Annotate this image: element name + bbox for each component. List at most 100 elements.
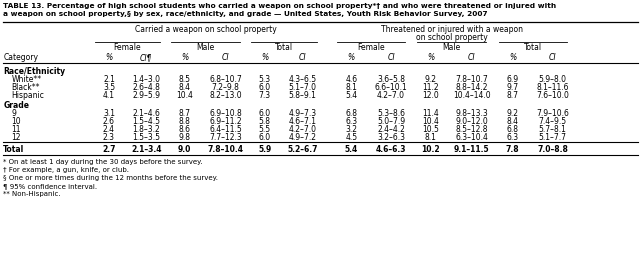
Text: 1.4–3.0: 1.4–3.0 [132,75,160,84]
Text: † For example, a gun, knife, or club.: † For example, a gun, knife, or club. [3,167,129,173]
Text: Total: Total [524,43,542,52]
Text: 2.4–4.2: 2.4–4.2 [377,125,405,134]
Text: CI: CI [222,53,229,62]
Text: 7.9–10.6: 7.9–10.6 [536,109,569,118]
Text: 4.6–6.3: 4.6–6.3 [376,145,406,154]
Text: 5.9: 5.9 [258,145,271,154]
Text: 6.3: 6.3 [345,117,357,126]
Text: 10: 10 [12,117,21,126]
Text: 2.7: 2.7 [102,145,116,154]
Text: White**: White** [12,75,42,84]
Text: 6.3–10.4: 6.3–10.4 [455,133,488,142]
Text: 8.8: 8.8 [179,117,190,126]
Text: 9.1–11.5: 9.1–11.5 [454,145,490,154]
Text: 2.4: 2.4 [103,125,115,134]
Text: 5.9–8.0: 5.9–8.0 [538,75,567,84]
Text: ¶ 95% confidence interval.: ¶ 95% confidence interval. [3,183,97,189]
Text: 9.2: 9.2 [425,75,437,84]
Text: 2.6: 2.6 [103,117,115,126]
Text: 2.1–4.6: 2.1–4.6 [132,109,160,118]
Text: 9.0: 9.0 [178,145,191,154]
Text: Category: Category [3,53,38,62]
Text: 7.0–8.8: 7.0–8.8 [537,145,568,154]
Text: 8.8–14.2: 8.8–14.2 [456,83,488,92]
Text: 6.0: 6.0 [259,133,271,142]
Text: 5.5: 5.5 [259,125,271,134]
Text: 9.8: 9.8 [179,133,190,142]
Text: Grade: Grade [3,101,29,110]
Text: Male: Male [196,43,214,52]
Text: 11.4: 11.4 [422,109,439,118]
Text: 2.1: 2.1 [103,75,115,84]
Text: a weapon on school property,§ by sex, race/ethnicity, and grade — United States,: a weapon on school property,§ by sex, ra… [3,11,488,17]
Text: 4.6: 4.6 [345,75,357,84]
Text: 9.7: 9.7 [507,83,519,92]
Text: 5.8: 5.8 [259,117,271,126]
Text: 7.8–10.4: 7.8–10.4 [208,145,244,154]
Text: 4.9–7.3: 4.9–7.3 [288,109,317,118]
Text: 2.1–3.4: 2.1–3.4 [131,145,162,154]
Text: 3.2–6.3: 3.2–6.3 [377,133,405,142]
Text: 7.7–12.3: 7.7–12.3 [209,133,242,142]
Text: 4.3–6.5: 4.3–6.5 [288,75,317,84]
Text: 5.3–8.6: 5.3–8.6 [377,109,405,118]
Text: 3.6–5.8: 3.6–5.8 [377,75,405,84]
Text: 5.1–7.7: 5.1–7.7 [538,133,567,142]
Text: ** Non-Hispanic.: ** Non-Hispanic. [3,191,61,197]
Text: %: % [261,53,269,62]
Text: 3.5: 3.5 [103,83,115,92]
Text: 7.8: 7.8 [506,145,520,154]
Text: 9: 9 [12,109,17,118]
Text: 6.0: 6.0 [259,83,271,92]
Text: 8.7: 8.7 [179,109,190,118]
Text: 5.7–8.1: 5.7–8.1 [538,125,567,134]
Text: Race/Ethnicity: Race/Ethnicity [3,67,65,76]
Text: 5.0–7.9: 5.0–7.9 [377,117,405,126]
Text: CI: CI [468,53,476,62]
Text: 7.8–10.7: 7.8–10.7 [455,75,488,84]
Text: Hispanic: Hispanic [12,91,44,100]
Text: 3.2: 3.2 [345,125,357,134]
Text: 8.4: 8.4 [179,83,190,92]
Text: 9.8–13.3: 9.8–13.3 [455,109,488,118]
Text: 2.3: 2.3 [103,133,115,142]
Text: 12.0: 12.0 [422,91,439,100]
Text: 4.2–7.0: 4.2–7.0 [377,91,405,100]
Text: 10.4: 10.4 [422,117,439,126]
Text: 4.2–7.0: 4.2–7.0 [288,125,317,134]
Text: 8.5: 8.5 [179,75,190,84]
Text: CI: CI [387,53,395,62]
Text: %: % [105,53,113,62]
Text: 8.1: 8.1 [425,133,437,142]
Text: Carried a weapon on school property: Carried a weapon on school property [135,25,277,34]
Text: Total: Total [3,145,24,154]
Text: 10.4: 10.4 [176,91,193,100]
Text: 6.3: 6.3 [507,133,519,142]
Text: 1.5–3.5: 1.5–3.5 [132,133,160,142]
Text: 6.9–10.8: 6.9–10.8 [209,109,242,118]
Text: 1.5–4.5: 1.5–4.5 [132,117,160,126]
Text: 8.1–11.6: 8.1–11.6 [537,83,569,92]
Text: 6.4–11.5: 6.4–11.5 [209,125,242,134]
Text: 5.4: 5.4 [345,145,358,154]
Text: 8.1: 8.1 [345,83,357,92]
Text: 6.0: 6.0 [259,109,271,118]
Text: 6.8: 6.8 [507,125,519,134]
Text: 4.9–7.2: 4.9–7.2 [288,133,317,142]
Text: %: % [181,53,188,62]
Text: Total: Total [274,43,293,52]
Text: TABLE 13. Percentage of high school students who carried a weapon on school prop: TABLE 13. Percentage of high school stud… [3,3,556,9]
Text: 1.8–3.2: 1.8–3.2 [132,125,160,134]
Text: 8.5–12.8: 8.5–12.8 [456,125,488,134]
Text: 3.1: 3.1 [103,109,115,118]
Text: Threatened or injured with a weapon: Threatened or injured with a weapon [381,25,523,34]
Text: 6.9: 6.9 [507,75,519,84]
Text: CI¶: CI¶ [140,53,153,62]
Text: 10.5: 10.5 [422,125,439,134]
Text: * On at least 1 day during the 30 days before the survey.: * On at least 1 day during the 30 days b… [3,159,203,165]
Text: 7.3: 7.3 [259,91,271,100]
Text: Female: Female [357,43,385,52]
Text: 11: 11 [12,125,21,134]
Text: on school property: on school property [416,33,488,42]
Text: 6.9–11.2: 6.9–11.2 [210,117,242,126]
